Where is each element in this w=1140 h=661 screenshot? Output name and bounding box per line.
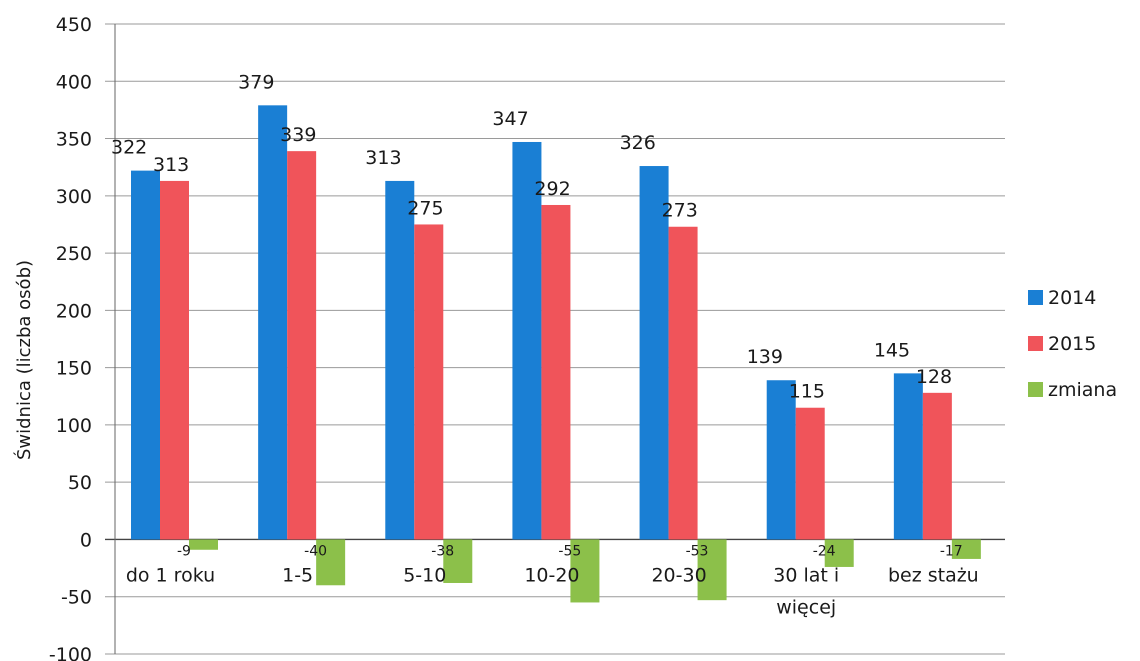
bar-2014-5	[766, 380, 796, 540]
y-tick-label: 100	[56, 415, 92, 437]
data-label-zmiana-4: -53	[686, 543, 709, 559]
category-label: 1-5	[282, 564, 313, 586]
bar-2015-5	[795, 407, 825, 540]
y-tick-label: 450	[56, 14, 92, 36]
data-label-zmiana-6: -17	[940, 543, 963, 559]
data-label-2015-5: 115	[789, 381, 825, 403]
data-label-2014-0: 322	[111, 137, 147, 159]
bar-2014-2	[385, 180, 415, 540]
bar-2014-0	[131, 170, 160, 540]
bar-zmiana-1	[316, 539, 346, 586]
y-tick-label: 50	[68, 472, 92, 494]
category-label: 30 lat i więcej	[773, 564, 839, 618]
y-tick-label: 250	[56, 243, 92, 265]
bar-zmiana-6	[951, 539, 981, 559]
bar-2015-1	[287, 151, 317, 540]
legend-label-2015: 2015	[1048, 333, 1096, 355]
data-label-zmiana-2: -38	[431, 543, 454, 559]
data-label-2015-1: 339	[280, 124, 316, 146]
data-labels: 322 379 313 347 326 139 145 313 339 275 292 273 115 1…	[111, 71, 963, 559]
bar-zmiana-3	[570, 539, 600, 603]
category-labels: do 1 roku 1-5 5-10 10-20 20-30 30 lat i więcej…	[126, 564, 979, 618]
data-label-2014-3: 347	[492, 108, 528, 130]
data-label-zmiana-1: -40	[304, 543, 327, 559]
y-tick-label: 150	[56, 358, 92, 380]
legend-swatch-zmiana	[1028, 382, 1043, 397]
data-label-2015-6: 128	[916, 366, 952, 388]
category-label: bez stażu	[888, 564, 979, 586]
bar-2014-1	[258, 105, 288, 540]
legend-swatch-2014	[1028, 290, 1043, 305]
data-label-zmiana-5: -24	[813, 543, 836, 559]
bar-2015-6	[922, 392, 952, 540]
y-tick-labels: 450 400 350 300 250 200 150 100 50 0 -50 -100	[49, 14, 92, 661]
legend-label-zmiana: zmiana	[1048, 379, 1117, 401]
data-label-2014-1: 379	[238, 71, 274, 93]
data-label-2014-2: 313	[365, 147, 401, 169]
bar-2015-3	[541, 204, 571, 540]
category-label: 20-30	[651, 564, 706, 586]
data-label-2014-5: 139	[747, 346, 783, 368]
y-tick-label: 200	[56, 300, 92, 322]
category-label: 5-10	[403, 564, 446, 586]
y-tick-label: -50	[61, 587, 92, 609]
data-label-2015-2: 275	[407, 197, 443, 219]
data-label-zmiana-0: -9	[177, 543, 191, 559]
y-tick-label: 350	[56, 129, 92, 151]
data-label-2015-0: 313	[153, 154, 189, 176]
bar-2014-6	[893, 373, 923, 540]
category-label: do 1 roku	[126, 564, 215, 586]
bar-zmiana-4	[697, 539, 727, 601]
bars	[131, 105, 981, 603]
legend-label-2014: 2014	[1048, 287, 1096, 309]
bar-2014-3	[512, 141, 542, 540]
category-label: 10-20	[524, 564, 579, 586]
bar-2014-4	[639, 166, 669, 540]
bar-zmiana-2	[443, 539, 473, 583]
bar-2015-0	[160, 180, 189, 540]
bar-zmiana-5	[824, 539, 854, 567]
legend-swatch-2015	[1028, 336, 1043, 351]
y-tick-label: 300	[56, 186, 92, 208]
data-label-2015-3: 292	[534, 178, 570, 200]
bar-zmiana-0	[189, 539, 218, 550]
data-label-2014-6: 145	[874, 339, 910, 361]
y-axis-label: Świdnica (liczba osób)	[13, 260, 35, 460]
bar-2015-4	[668, 226, 698, 540]
y-tick-label: 0	[80, 529, 92, 551]
y-tick-label: -100	[49, 644, 92, 661]
data-label-zmiana-3: -55	[558, 543, 581, 559]
y-tick-label: 400	[56, 71, 92, 93]
legend: 2014 2015 zmiana	[1028, 287, 1117, 401]
data-label-2014-4: 326	[620, 132, 656, 154]
data-label-2015-4: 273	[662, 200, 698, 222]
bar-2015-2	[414, 224, 444, 540]
